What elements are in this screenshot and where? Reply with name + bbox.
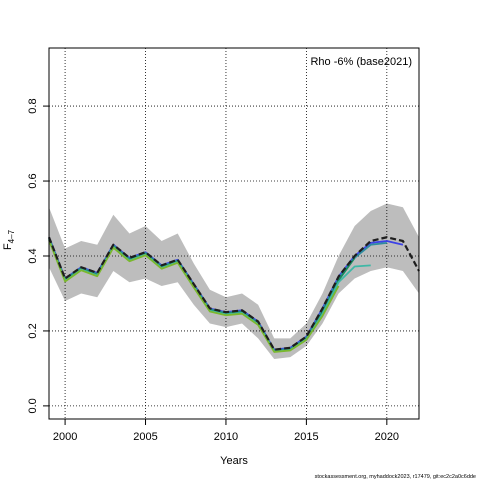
series-lines <box>47 236 420 353</box>
axes: 2000 2005 2010 2015 2020 0.0 0.2 0.4 0.6 0.8 <box>27 47 420 443</box>
confidence-band-area <box>49 203 419 360</box>
y-tick-label: 0.2 <box>27 323 39 338</box>
series-line <box>48 239 340 353</box>
y-axis-title-subscript: 4–7 <box>7 229 16 243</box>
x-tick-label: 2020 <box>375 431 399 443</box>
y-axis-title-main: F <box>2 243 14 250</box>
series-line <box>47 236 420 351</box>
plot-frame <box>48 47 420 420</box>
y-tick-label: 0.6 <box>27 173 39 188</box>
x-tick-label: 2015 <box>294 431 318 443</box>
y-axis-title: F4–7 <box>2 229 16 250</box>
y-tick-label: 0.0 <box>27 398 39 413</box>
x-tick-label: 2000 <box>53 431 77 443</box>
y-tick-label: 0.8 <box>27 98 39 113</box>
x-axis-title: Years <box>220 455 248 467</box>
x-tick-label: 2010 <box>214 431 238 443</box>
rho-annotation: Rho -6% (base2021) <box>310 56 412 68</box>
confidence-band <box>49 203 419 360</box>
x-tick-label: 2005 <box>133 431 157 443</box>
footer-credit: stockassessment.org, myhaddock2023, r174… <box>315 474 476 480</box>
y-tick-label: 0.4 <box>27 248 39 263</box>
grid <box>49 48 419 419</box>
